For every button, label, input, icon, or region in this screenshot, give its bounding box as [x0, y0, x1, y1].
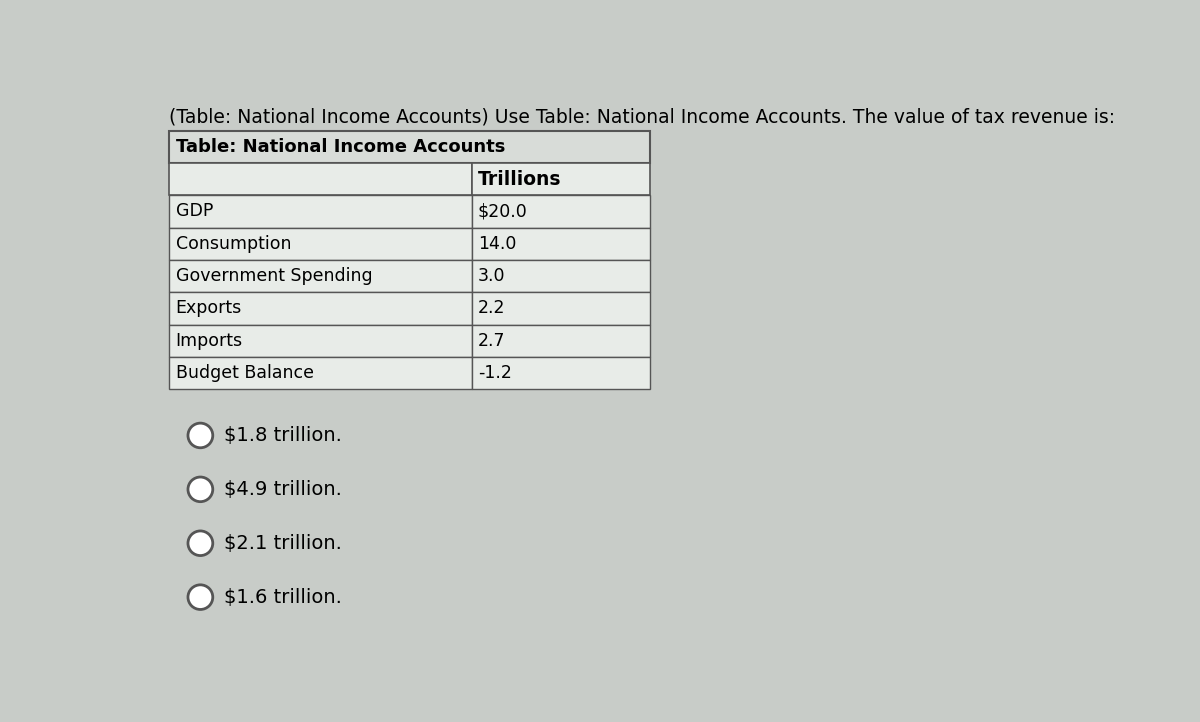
Ellipse shape [188, 477, 212, 502]
Text: -1.2: -1.2 [478, 364, 511, 382]
Ellipse shape [188, 585, 212, 609]
Bar [169, 131, 650, 163]
Ellipse shape [188, 423, 212, 448]
Text: $1.6 trillion.: $1.6 trillion. [223, 588, 342, 606]
Bar [169, 260, 472, 292]
Text: 14.0: 14.0 [478, 235, 516, 253]
Bar [472, 163, 650, 195]
Ellipse shape [188, 531, 212, 555]
Text: Imports: Imports [175, 331, 242, 349]
Bar [169, 227, 472, 260]
Text: Budget Balance: Budget Balance [175, 364, 313, 382]
Text: Table: National Income Accounts: Table: National Income Accounts [175, 138, 505, 156]
Bar [472, 325, 650, 357]
Bar [169, 292, 472, 325]
Text: GDP: GDP [175, 202, 212, 220]
Bar [472, 195, 650, 227]
Text: $4.9 trillion.: $4.9 trillion. [223, 480, 342, 499]
Bar [472, 292, 650, 325]
Bar [169, 163, 472, 195]
Text: Trillions: Trillions [478, 170, 562, 188]
Text: 2.7: 2.7 [478, 331, 505, 349]
Text: $1.8 trillion.: $1.8 trillion. [223, 426, 342, 445]
Text: Government Spending: Government Spending [175, 267, 372, 285]
Text: $2.1 trillion.: $2.1 trillion. [223, 534, 342, 553]
Text: Consumption: Consumption [175, 235, 292, 253]
Bar [472, 260, 650, 292]
Bar [472, 227, 650, 260]
Bar [169, 195, 472, 227]
Text: Exports: Exports [175, 300, 242, 318]
Bar [169, 357, 472, 389]
Text: (Table: National Income Accounts) Use Table: National Income Accounts. The value: (Table: National Income Accounts) Use Ta… [169, 108, 1116, 126]
Text: 2.2: 2.2 [478, 300, 505, 318]
Bar [169, 325, 472, 357]
Text: $20.0: $20.0 [478, 202, 528, 220]
Bar [472, 357, 650, 389]
Text: 3.0: 3.0 [478, 267, 505, 285]
